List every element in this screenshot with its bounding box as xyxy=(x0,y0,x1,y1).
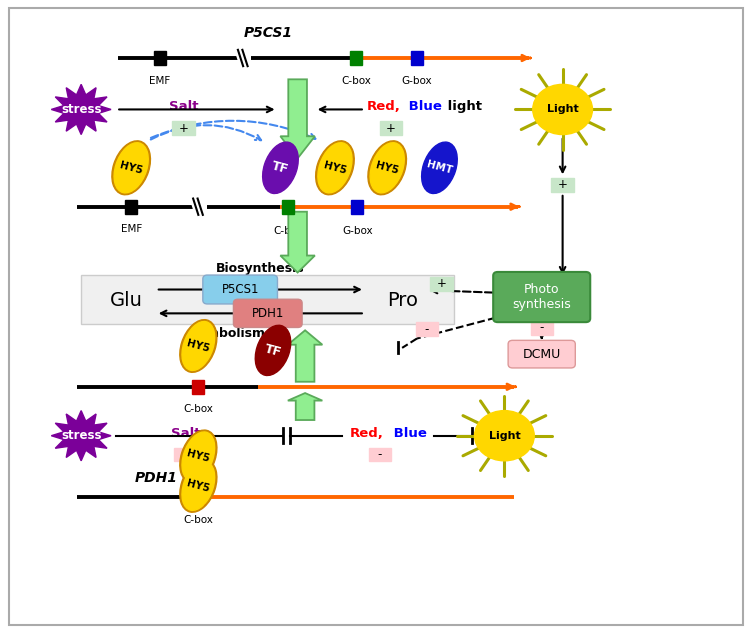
Circle shape xyxy=(475,411,534,461)
Text: Pro: Pro xyxy=(387,291,417,310)
Text: TF: TF xyxy=(263,342,283,359)
Text: Salt: Salt xyxy=(171,427,200,440)
FancyBboxPatch shape xyxy=(508,341,575,368)
Text: C-box: C-box xyxy=(273,225,303,235)
Text: Light: Light xyxy=(547,104,578,115)
Text: HY5: HY5 xyxy=(186,338,211,354)
Text: Red,: Red, xyxy=(350,427,384,440)
Text: EMF: EMF xyxy=(120,224,142,234)
Text: EMF: EMF xyxy=(149,75,170,85)
Text: C-box: C-box xyxy=(183,515,214,525)
Text: G-box: G-box xyxy=(402,75,432,85)
FancyBboxPatch shape xyxy=(551,178,574,192)
Ellipse shape xyxy=(180,430,217,483)
Ellipse shape xyxy=(180,320,217,372)
Ellipse shape xyxy=(318,142,352,193)
Text: P5CS1: P5CS1 xyxy=(221,283,259,296)
Polygon shape xyxy=(51,84,111,135)
Bar xyxy=(125,200,137,213)
Text: -: - xyxy=(378,448,382,461)
Ellipse shape xyxy=(255,325,291,375)
Bar xyxy=(153,51,165,65)
Ellipse shape xyxy=(182,432,215,481)
Text: PDH1: PDH1 xyxy=(252,307,284,320)
Ellipse shape xyxy=(316,141,354,195)
Bar xyxy=(411,51,423,65)
Ellipse shape xyxy=(262,142,299,194)
Text: Glu: Glu xyxy=(110,291,142,310)
Text: Biosynthesis: Biosynthesis xyxy=(216,261,305,275)
Text: +: + xyxy=(178,122,188,135)
Bar xyxy=(282,200,294,213)
Text: -: - xyxy=(539,322,544,334)
Text: HY5: HY5 xyxy=(119,160,144,175)
Text: C-box: C-box xyxy=(183,404,214,415)
Ellipse shape xyxy=(422,142,457,194)
Text: HY5: HY5 xyxy=(186,478,211,494)
FancyBboxPatch shape xyxy=(233,299,302,327)
Text: HY5: HY5 xyxy=(374,160,400,175)
Bar xyxy=(193,491,205,504)
Circle shape xyxy=(532,84,593,135)
Ellipse shape xyxy=(114,142,148,193)
FancyBboxPatch shape xyxy=(368,448,391,461)
Ellipse shape xyxy=(112,141,150,195)
FancyArrow shape xyxy=(288,393,323,420)
Text: HMT: HMT xyxy=(426,160,453,176)
FancyBboxPatch shape xyxy=(493,272,590,322)
Text: +: + xyxy=(437,277,447,291)
FancyBboxPatch shape xyxy=(530,321,553,335)
FancyBboxPatch shape xyxy=(416,322,438,336)
Text: HY5: HY5 xyxy=(186,449,211,464)
Text: +: + xyxy=(386,122,396,135)
Ellipse shape xyxy=(182,322,215,370)
FancyBboxPatch shape xyxy=(430,277,453,291)
FancyBboxPatch shape xyxy=(380,122,402,135)
FancyArrow shape xyxy=(288,330,323,382)
FancyArrow shape xyxy=(280,79,315,158)
Text: -: - xyxy=(425,323,429,335)
Text: -: - xyxy=(183,448,188,461)
Bar xyxy=(350,51,362,65)
Text: light: light xyxy=(443,101,482,113)
Text: Light: Light xyxy=(489,430,520,441)
Text: HY5: HY5 xyxy=(323,160,347,175)
FancyBboxPatch shape xyxy=(172,122,195,135)
Text: stress: stress xyxy=(61,429,102,442)
Ellipse shape xyxy=(368,141,407,195)
FancyBboxPatch shape xyxy=(174,448,197,461)
Bar xyxy=(351,200,363,213)
Text: Blue: Blue xyxy=(405,101,442,113)
Polygon shape xyxy=(51,411,111,461)
Text: Catabolism: Catabolism xyxy=(188,327,265,340)
Text: Photo
synthesis: Photo synthesis xyxy=(512,283,571,311)
Ellipse shape xyxy=(370,142,405,193)
Text: P5CS1: P5CS1 xyxy=(243,26,293,40)
Bar xyxy=(193,380,205,394)
Ellipse shape xyxy=(180,460,217,512)
Ellipse shape xyxy=(182,461,215,510)
Text: G-box: G-box xyxy=(342,225,373,235)
Text: stress: stress xyxy=(61,103,102,116)
Text: PDH1: PDH1 xyxy=(135,472,177,486)
FancyArrow shape xyxy=(280,211,315,273)
FancyBboxPatch shape xyxy=(203,275,277,304)
Text: C-box: C-box xyxy=(341,75,371,85)
Text: Blue: Blue xyxy=(390,427,427,440)
Text: DCMU: DCMU xyxy=(523,348,561,361)
Text: TF: TF xyxy=(271,160,290,176)
FancyBboxPatch shape xyxy=(81,275,454,324)
Text: Salt: Salt xyxy=(168,101,199,113)
Text: +: + xyxy=(558,179,568,191)
Text: Red,: Red, xyxy=(367,101,401,113)
